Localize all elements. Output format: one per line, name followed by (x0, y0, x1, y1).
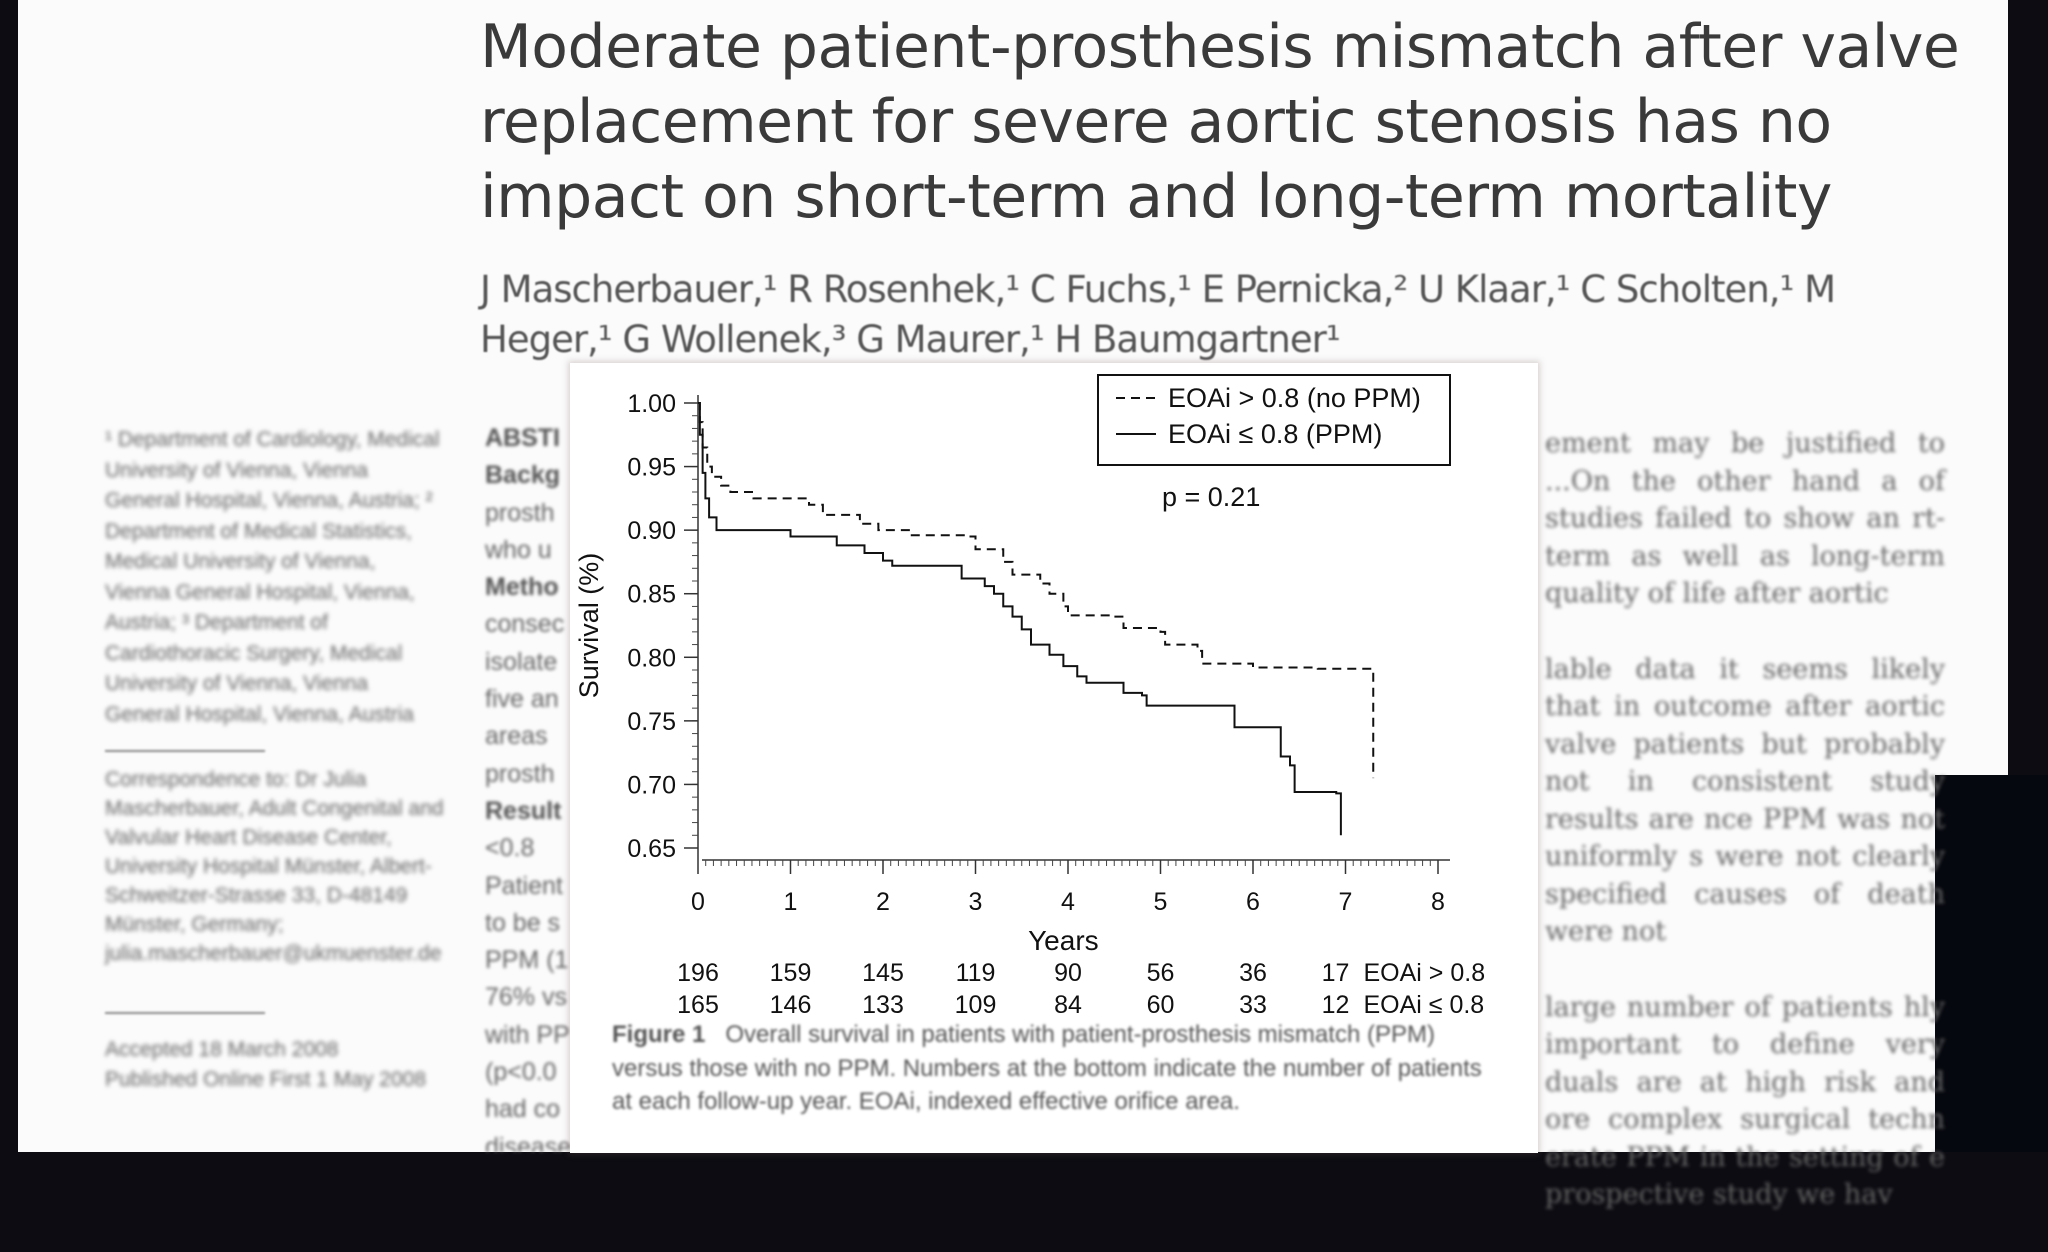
paragraph: large number of patients hly important t… (1545, 991, 1945, 1211)
right-text-column: ement may be justified to ...On the othe… (1545, 425, 1945, 1252)
abstract-fragment: five an (485, 685, 559, 714)
abstract-fragment: (p<0.0 (485, 1058, 557, 1087)
at-risk-count: 17 (1322, 959, 1350, 987)
x-tick-label: 4 (1061, 888, 1075, 916)
caption-label: Figure 1 (612, 1021, 706, 1048)
abstract-fragment: isolate (485, 647, 558, 676)
x-tick-label: 2 (876, 888, 890, 916)
y-tick-label: 0.65 (627, 835, 676, 863)
at-risk-count: 12 (1322, 991, 1350, 1013)
background-corner (1935, 775, 2048, 1152)
at-risk-count: 119 (956, 959, 996, 987)
x-axis-label: Years (1028, 925, 1099, 956)
abstract-fragment: <0.8 (485, 834, 535, 863)
article-authors: J Mascherbauer,¹ R Rosenhek,¹ C Fuchs,¹ … (480, 268, 1836, 361)
y-tick-label: 0.90 (627, 517, 676, 545)
at-risk-count: 36 (1239, 959, 1267, 987)
at-risk-label: EOAi > 0.8 (1364, 959, 1486, 987)
abstract-column: ABSTI Backg prosth who u Metho consec isolate f… (485, 420, 575, 1152)
paragraph: lable data it seems likely that in outco… (1545, 653, 1945, 948)
at-risk-count: 84 (1054, 991, 1082, 1013)
at-risk-count: 109 (955, 991, 997, 1013)
sidebar-divider (105, 750, 265, 752)
abstract-fragment: PPM (1 (485, 946, 569, 975)
correspondence: Correspondence to: Dr Julia Mascherbauer… (105, 768, 444, 965)
abstract-fragment: prosth (485, 759, 555, 788)
y-tick-label: 0.85 (627, 581, 676, 609)
legend-entry: EOAi ≤ 0.8 (PPM) (1168, 419, 1382, 449)
accepted-date: Accepted 18 March 2008 (105, 1038, 339, 1061)
p-value-annotation: p = 0.21 (1162, 482, 1260, 512)
at-risk-count: 145 (862, 959, 904, 987)
abstract-fragment: Result (485, 796, 562, 825)
abstract-fragment: Backg (485, 461, 561, 490)
legend-box (1097, 374, 1451, 466)
abstract-fragment: 76% vs (485, 983, 567, 1012)
abstract-fragment: who u (485, 535, 552, 564)
at-risk-count: 196 (677, 959, 719, 987)
at-risk-count: 56 (1147, 959, 1175, 987)
published-date: Published Online First 1 May 2008 (105, 1068, 426, 1091)
figure-panel: 1.00 0.95 0.90 0.85 0.80 0.75 0.70 0.65 0 1 2 3 4 5 6 7… (570, 363, 1538, 1153)
x-tick-label: 7 (1339, 888, 1353, 916)
legend-entry: EOAi > 0.8 (no PPM) (1168, 383, 1421, 413)
abstract-fragment: consec (485, 610, 565, 639)
y-tick-label: 1.00 (627, 390, 676, 418)
x-tick-label: 6 (1246, 888, 1260, 916)
abstract-fragment: prosth (485, 498, 555, 527)
x-tick-label: 1 (784, 888, 798, 916)
y-tick-label: 0.95 (627, 454, 676, 482)
at-risk-count: 60 (1147, 991, 1175, 1013)
paragraph: ement may be justified to ...On the othe… (1545, 428, 1945, 609)
figure-caption: Figure 1 Overall survival in patients wi… (612, 1018, 1502, 1119)
abstract-fragment: Patient (485, 871, 563, 900)
abstract-fragment: had co (485, 1095, 561, 1124)
at-risk-count: 133 (862, 991, 904, 1013)
y-tick-label: 0.80 (627, 644, 676, 672)
abstract-fragment: disease (485, 1132, 572, 1152)
y-axis-label: Survival (%) (574, 553, 604, 699)
affiliations: ¹ Department of Cardiology, Medical Univ… (105, 428, 440, 726)
abstract-fragment: with PP (485, 1020, 570, 1049)
abstract-fragment: Metho (485, 573, 559, 602)
y-tick-label: 0.75 (627, 708, 676, 736)
series-line-ppm (698, 402, 1342, 836)
at-risk-count: 159 (770, 959, 812, 987)
sidebar-divider (105, 1012, 265, 1014)
at-risk-count: 146 (770, 991, 812, 1013)
survival-chart: 1.000.950.900.850.800.750.700.650 1 2 3 4 5 6 7… (574, 374, 1486, 1013)
at-risk-count: 90 (1054, 959, 1082, 987)
y-tick-label: 0.70 (627, 771, 676, 799)
caption-text: Overall survival in patients with patien… (612, 1021, 1482, 1115)
abstract-fragment: areas (485, 722, 548, 751)
at-risk-count: 33 (1239, 991, 1267, 1013)
at-risk-label: EOAi ≤ 0.8 (1364, 991, 1485, 1013)
abstract-fragment: ABSTI (485, 424, 560, 452)
x-tick-label: 8 (1431, 888, 1445, 916)
x-tick-label: 3 (969, 888, 983, 916)
series-line-no-ppm (698, 402, 1375, 779)
x-tick-label: 5 (1154, 888, 1168, 916)
article-title: Moderate patient-prosthesis mismatch aft… (480, 12, 1960, 232)
abstract-fragment: to be s (485, 908, 561, 937)
accepted-dates: Accepted 18 March 2008 Published Online … (105, 1035, 445, 1095)
x-tick-label: 0 (691, 888, 705, 916)
at-risk-count: 165 (677, 991, 719, 1013)
